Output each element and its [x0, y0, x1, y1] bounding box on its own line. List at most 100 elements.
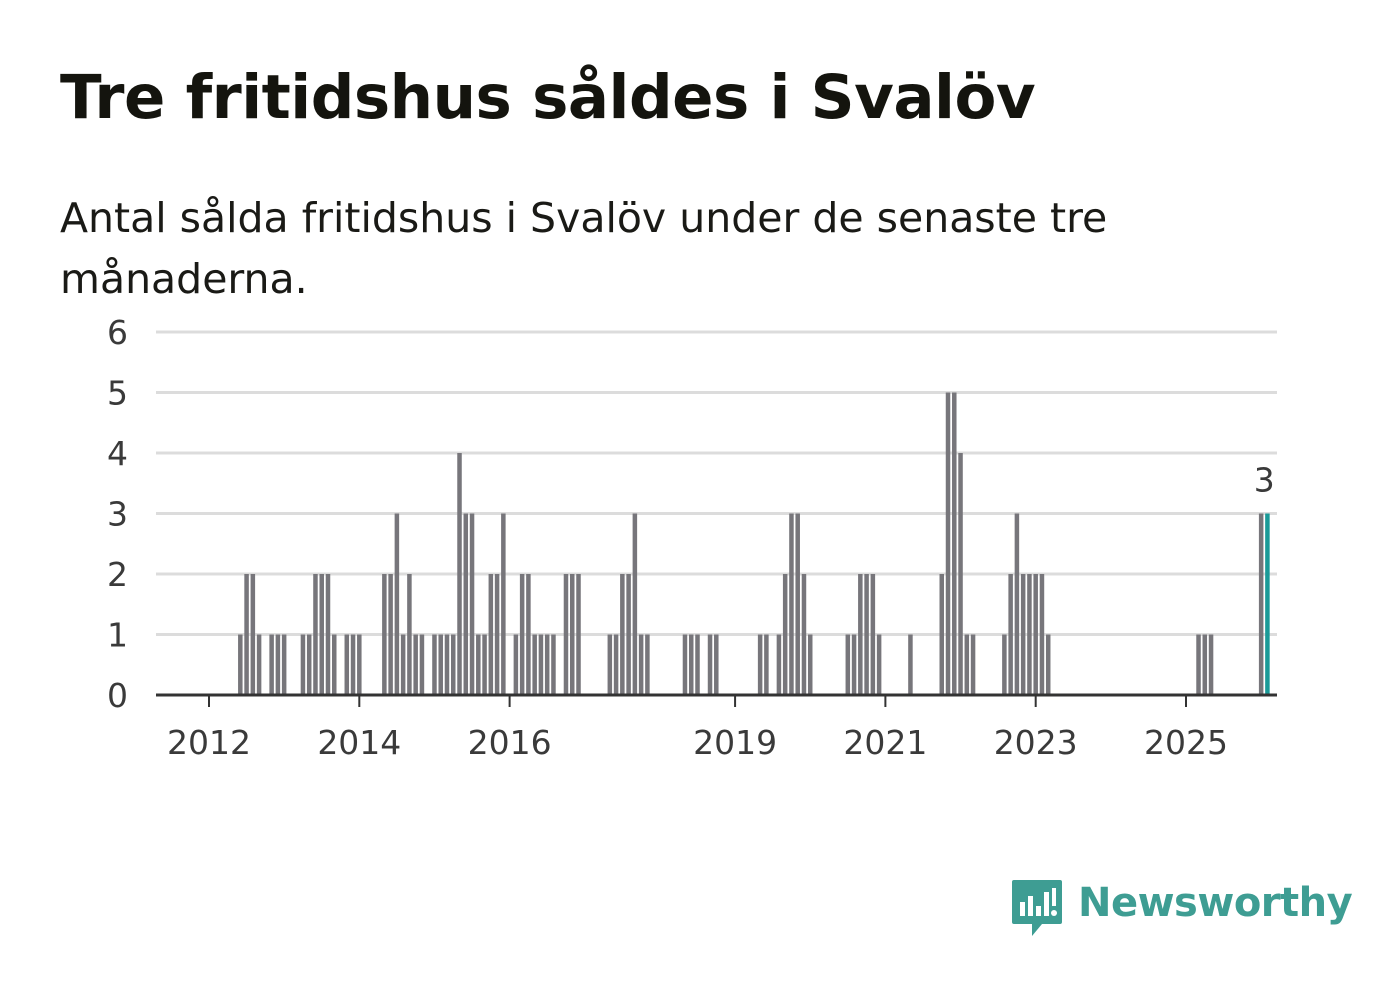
- bar: [382, 574, 387, 695]
- bar: [325, 574, 331, 695]
- y-tick-label: 1: [107, 616, 128, 655]
- x-tick-label: 2019: [693, 723, 777, 762]
- bar: [1045, 634, 1051, 695]
- x-tick-label: 2023: [994, 723, 1078, 762]
- bar: [488, 574, 494, 695]
- x-tick-label: 2021: [843, 723, 927, 762]
- bar: [400, 634, 406, 695]
- bar: [714, 634, 719, 695]
- bar: [469, 513, 475, 695]
- bar: [281, 634, 287, 695]
- bar: [238, 634, 243, 695]
- bar: [463, 513, 469, 695]
- bar: [388, 574, 393, 695]
- bar: [945, 392, 951, 695]
- bar: [482, 634, 487, 695]
- bar: [1002, 634, 1007, 695]
- bar: [851, 634, 857, 695]
- grid-lines: [156, 330, 1277, 636]
- bar: [332, 634, 337, 695]
- chart-subtitle: Antal sålda fritidshus i Svalöv under de…: [60, 194, 1108, 303]
- bar: [1008, 574, 1013, 695]
- bar: [801, 574, 807, 695]
- bar: [563, 574, 569, 695]
- x-tick-label: 2012: [167, 723, 251, 762]
- bar: [438, 634, 443, 695]
- bar: [964, 634, 970, 695]
- bar: [532, 634, 537, 695]
- bar: [1202, 634, 1208, 695]
- x-tick-label: 2014: [317, 723, 401, 762]
- highlighted-bar: [1265, 513, 1270, 695]
- bar: [632, 513, 638, 695]
- bar: [782, 574, 788, 695]
- bar: [344, 634, 350, 695]
- bar: [795, 513, 800, 695]
- bar: [645, 634, 650, 695]
- bar: [494, 574, 500, 695]
- y-tick-label: 6: [107, 313, 128, 352]
- x-tick-label: 2016: [468, 723, 552, 762]
- bar: [544, 634, 550, 695]
- bar: [250, 574, 256, 695]
- bar: [313, 574, 318, 695]
- y-tick-label: 4: [107, 434, 128, 473]
- bar: [757, 634, 763, 695]
- bar: [939, 574, 945, 695]
- bar: [789, 513, 794, 695]
- bar: [357, 634, 362, 695]
- bar: [970, 634, 976, 695]
- bar: [413, 634, 418, 695]
- newsworthy-logo-icon: [1012, 880, 1062, 936]
- bar: [682, 634, 688, 695]
- x-axis: 2012 2014 2016 2019 2021 2023 2025: [167, 695, 1228, 762]
- bar: [394, 513, 400, 695]
- bar: [444, 634, 450, 695]
- bar: [638, 634, 644, 695]
- annotations: 3: [1254, 461, 1275, 500]
- y-tick-label: 3: [107, 495, 128, 534]
- bar: [1196, 634, 1201, 695]
- bar: [450, 634, 456, 695]
- highlight-value-label: 3: [1254, 461, 1275, 500]
- bar: [707, 634, 713, 695]
- y-tick-label: 2: [107, 555, 128, 594]
- bar: [908, 634, 913, 695]
- bar: [407, 574, 412, 695]
- bar: [1020, 574, 1026, 695]
- bar: [958, 453, 963, 695]
- bar: [613, 634, 619, 695]
- bars: [238, 392, 1270, 695]
- bar: [538, 634, 544, 695]
- bar: [688, 634, 694, 695]
- bar: [776, 634, 782, 695]
- chart-title: Tre fritidshus såldes i Svalöv: [60, 62, 1036, 133]
- y-axis-labels: 0 1 2 3 4 5 6: [107, 313, 128, 715]
- bar: [551, 634, 556, 695]
- bar: [306, 634, 312, 695]
- bar: [952, 392, 957, 695]
- bar: [300, 634, 306, 695]
- x-tick-label: 2025: [1144, 723, 1228, 762]
- bar: [457, 453, 462, 695]
- bar: [1014, 513, 1020, 695]
- bar: [626, 574, 631, 695]
- bar: [858, 574, 863, 695]
- bar: [807, 634, 813, 695]
- bar: [569, 574, 575, 695]
- bar: [1258, 513, 1264, 695]
- bar: [256, 634, 262, 695]
- bar: [1033, 574, 1038, 695]
- bar: [1039, 574, 1045, 695]
- bar: [620, 574, 625, 695]
- bar: [319, 574, 324, 695]
- bar: [764, 634, 769, 695]
- y-tick-label: 0: [107, 676, 128, 715]
- bar: [695, 634, 700, 695]
- bar: [1027, 574, 1032, 695]
- bar: [350, 634, 356, 695]
- bar: [576, 574, 581, 695]
- bar: [244, 574, 249, 695]
- newsworthy-logo: Newsworthy: [1008, 878, 1353, 942]
- bar: [476, 634, 481, 695]
